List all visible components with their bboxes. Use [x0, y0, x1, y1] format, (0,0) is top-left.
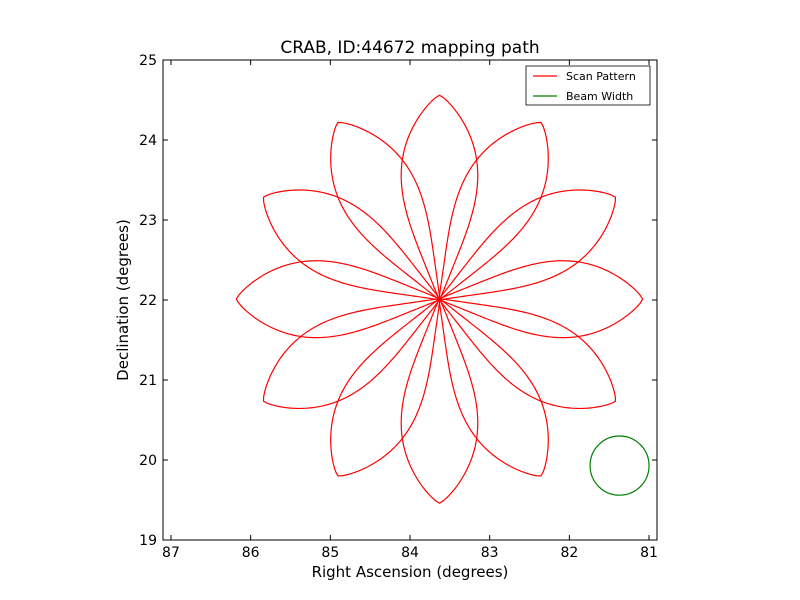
series-layer [235, 94, 650, 504]
y-tick-label: 20 [139, 453, 157, 469]
scan-pattern-petal [438, 260, 644, 339]
chart-title: CRAB, ID:44672 mapping path [280, 38, 539, 58]
scan-pattern-petal [438, 298, 617, 410]
x-tick-label: 82 [560, 545, 578, 561]
scan-pattern-petal [438, 298, 549, 477]
scan-pattern-petal [330, 298, 441, 477]
y-tick-label: 22 [139, 293, 157, 309]
x-tick-label: 81 [640, 545, 658, 561]
scan-pattern-petal [400, 94, 479, 300]
scan-pattern-petal [438, 189, 617, 300]
scan-pattern-petal [262, 189, 441, 300]
beam-width-circle [589, 435, 650, 496]
scan-pattern-petal [262, 298, 441, 410]
legend-label-scan-pattern: Scan Pattern [566, 70, 636, 83]
x-tick-label: 84 [401, 545, 419, 561]
y-tick-label: 21 [139, 373, 157, 389]
y-tick-label: 25 [139, 53, 157, 69]
x-axis-label: Right Ascension (degrees) [312, 563, 509, 581]
legend-box [525, 65, 651, 106]
x-tick-label: 86 [242, 545, 260, 561]
y-axis-label: Declination (degrees) [114, 219, 132, 381]
y-tick-label: 19 [139, 533, 157, 549]
legend-label-beam-width: Beam Width [566, 90, 633, 103]
x-tick-label: 87 [162, 545, 180, 561]
ticks-layer: 87 86 85 84 83 82 81 19 20 21 22 23 24 25 [139, 53, 658, 561]
scan-pattern-petal [438, 121, 549, 300]
x-tick-label: 83 [481, 545, 499, 561]
scan-pattern-petal [235, 260, 441, 339]
scan-pattern-petal [400, 298, 479, 504]
y-tick-label: 24 [139, 133, 157, 149]
y-tick-label: 23 [139, 213, 157, 229]
scan-pattern-petal [330, 121, 441, 300]
legend: Scan Pattern Beam Width [525, 65, 651, 106]
x-tick-label: 85 [321, 545, 339, 561]
plot-area [163, 60, 657, 540]
